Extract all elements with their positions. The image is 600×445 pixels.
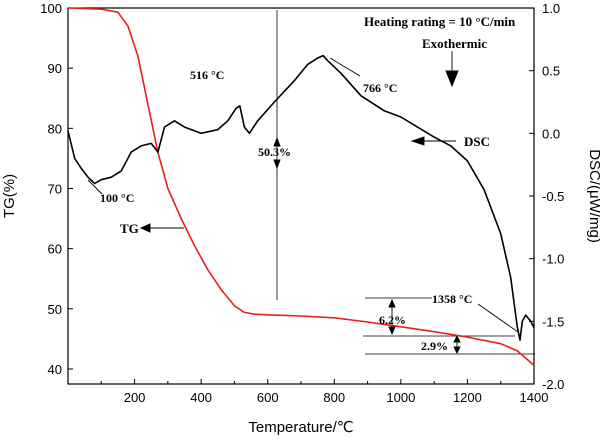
y-right-axis-label: DSC/(μW/mg) <box>586 149 600 243</box>
y-left-tick-label: 40 <box>48 362 62 377</box>
series-group <box>67 7 535 367</box>
y-left-tick-label: 100 <box>40 1 62 16</box>
tg-curve-label: TG <box>120 221 139 236</box>
arrow-loss3-down <box>453 346 461 355</box>
tg-label-arrow <box>139 223 151 233</box>
y-left-tick-label: 70 <box>48 181 62 196</box>
loss-50-label: 50.3% <box>258 145 291 159</box>
y-right-tick-label: -1.0 <box>542 252 564 267</box>
arrow-loss1-down <box>273 159 281 170</box>
y-left-tick-label: 80 <box>48 121 62 136</box>
y-left-tick-label: 60 <box>48 242 62 257</box>
x-tick-label: 200 <box>124 390 146 405</box>
dsc-label-arrow <box>410 136 425 146</box>
x-tick-label: 600 <box>257 390 279 405</box>
y-left-tick-label: 50 <box>48 302 62 317</box>
dsc-curve-label: DSC <box>464 134 490 149</box>
arrow-loss2-up <box>388 298 396 308</box>
guide-lines <box>276 10 535 355</box>
y-right-tick-label: -1.5 <box>542 314 564 329</box>
x-tick-label: 400 <box>190 390 212 405</box>
peak-766-label: 766 °C <box>363 81 397 95</box>
peak-516-label: 516 °C <box>190 68 224 82</box>
series-line-tg <box>67 7 535 367</box>
y-right-tick-label: 0.0 <box>542 126 560 141</box>
x-tick-label: 1000 <box>386 390 415 405</box>
y-right-tick-label: -2.0 <box>542 377 564 392</box>
peak-1358-label: 1358 °C <box>432 292 472 306</box>
arrow-loss1-up <box>273 136 281 147</box>
y-right-axis-ticks: 1.0 0.5 0.0 -0.5 -1.0 -1.5 -2.0 <box>529 1 564 392</box>
x-tick-label: 1200 <box>453 390 482 405</box>
x-axis-label: Temperature/℃ <box>248 419 353 436</box>
exothermic-label: Exothermic <box>422 36 487 51</box>
y-right-tick-label: -0.5 <box>542 189 564 204</box>
arrow-loss3-up <box>453 334 461 343</box>
peak-100-label: 100 °C <box>100 191 134 205</box>
series-line-dsc <box>67 54 535 341</box>
y-right-tick-label: 0.5 <box>542 64 560 79</box>
plot-frame <box>67 7 535 385</box>
x-axis-ticks: 200 400 600 800 1000 1200 1400 <box>100 379 549 405</box>
arrow-loss2-down <box>388 326 396 336</box>
y-left-tick-label: 90 <box>48 61 62 76</box>
y-right-tick-label: 1.0 <box>542 1 560 16</box>
loss-6-label: 6.2% <box>379 313 406 327</box>
exothermic-arrow <box>445 70 459 88</box>
annotation-arrows <box>87 51 519 355</box>
heating-rate-label: Heating rating = 10 °C/min <box>364 14 516 29</box>
x-tick-label: 1400 <box>520 390 549 405</box>
loss-2-label: 2.9% <box>421 339 448 353</box>
x-tick-label: 800 <box>323 390 345 405</box>
y-left-axis-label: TG(%) <box>1 174 18 218</box>
y-left-axis-ticks: 40 50 60 70 80 90 100 <box>40 1 73 377</box>
